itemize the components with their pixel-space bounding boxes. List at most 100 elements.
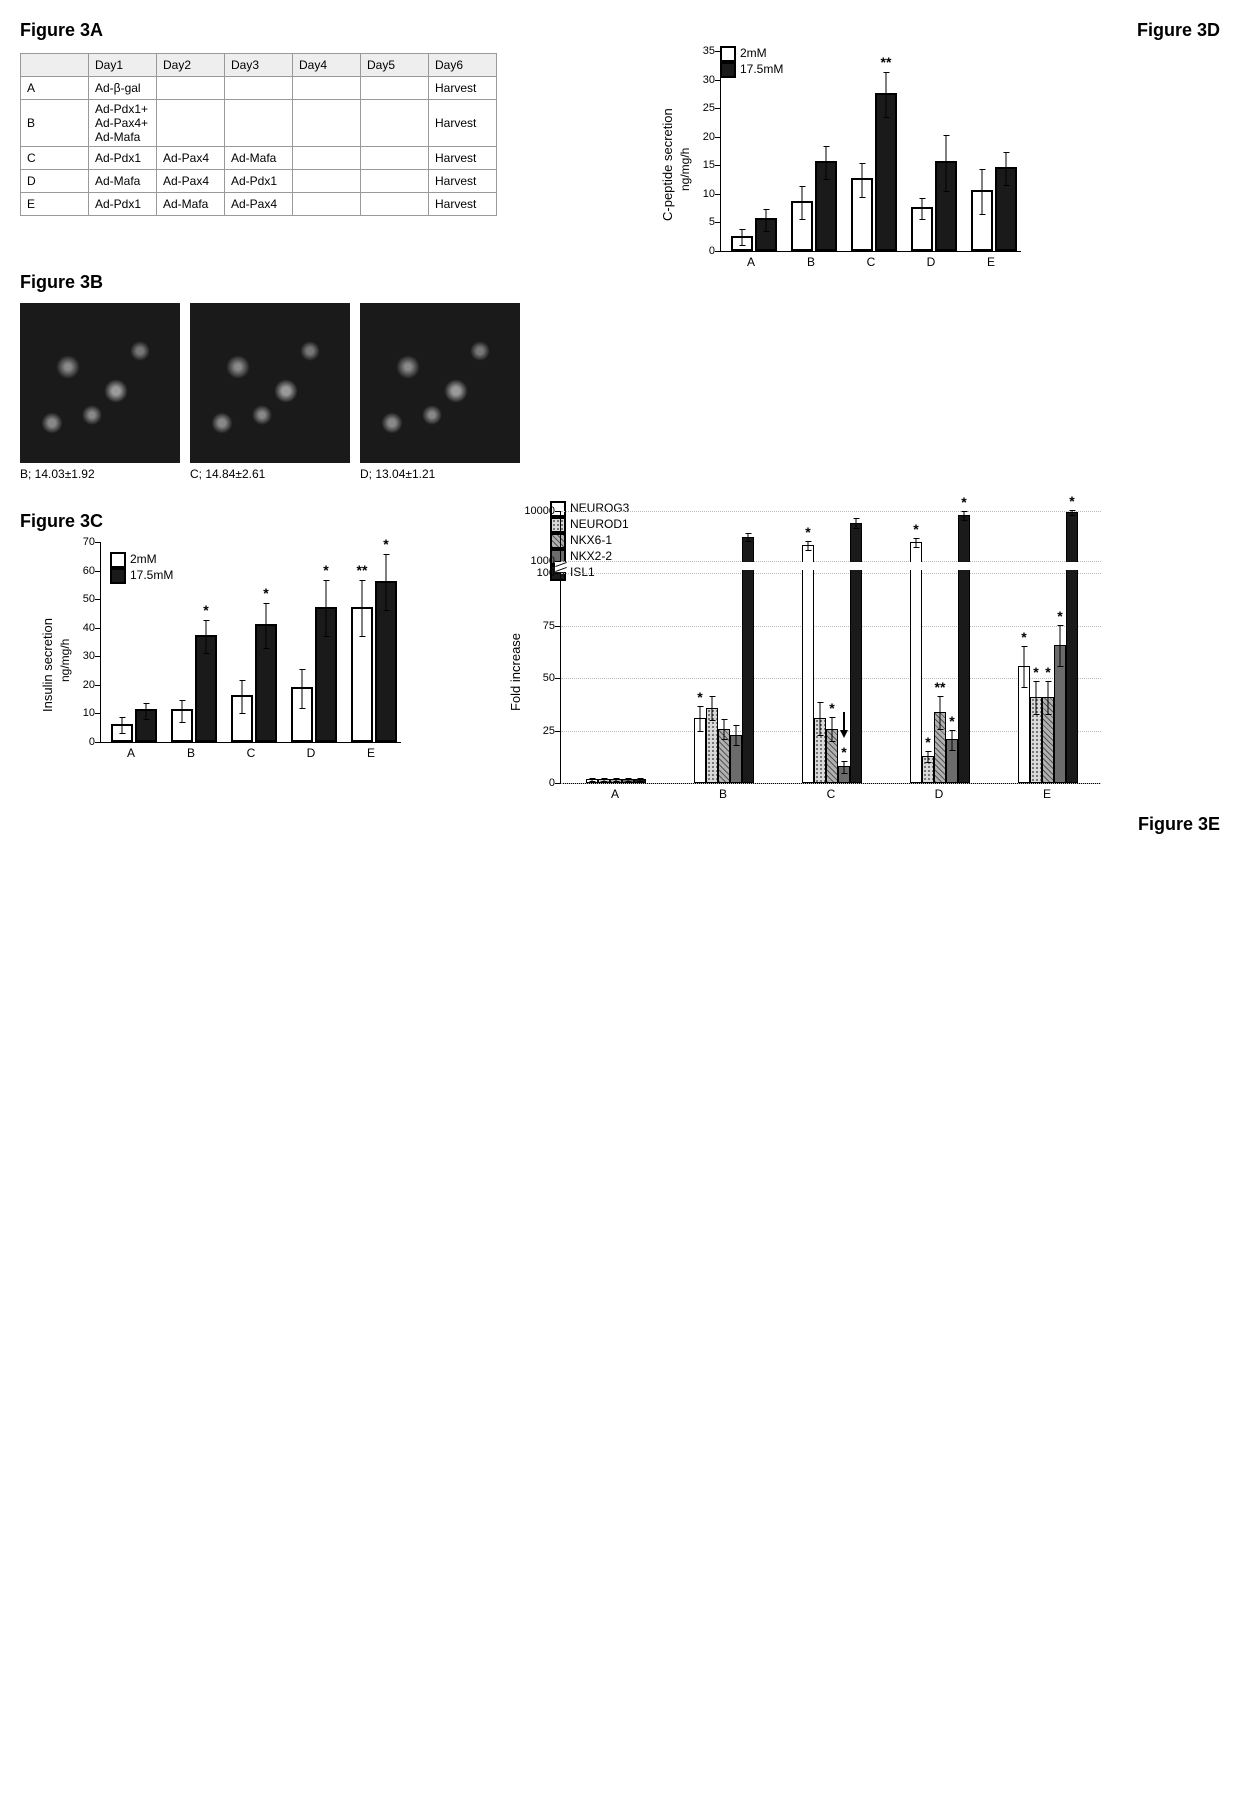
bar	[111, 724, 133, 742]
bar	[291, 687, 313, 742]
y-tick-label: 50	[531, 672, 555, 684]
bar	[730, 735, 742, 783]
bar	[731, 236, 753, 251]
table-cell: Ad-Pdx1+Ad-Pax4+Ad-Mafa	[89, 100, 157, 147]
y-tick-label: 10000	[519, 505, 555, 517]
micrograph-c-caption: C; 14.84±2.61	[190, 467, 350, 481]
y-tick-label: 1000	[519, 555, 555, 567]
x-tick-label: C	[867, 255, 876, 269]
table-header: Day6	[429, 54, 497, 77]
table-cell	[361, 147, 429, 170]
y-tick-label: 30	[691, 74, 715, 86]
table-3a: Day1Day2Day3Day4Day5Day6AAd-β-galHarvest…	[20, 53, 497, 216]
bar: *	[694, 718, 706, 783]
bar	[135, 709, 157, 742]
significance-marker: *	[1033, 664, 1038, 680]
table-cell: Harvest	[429, 77, 497, 100]
bar: *	[1018, 666, 1030, 784]
table-row: EAd-Pdx1Ad-MafaAd-Pax4Harvest	[21, 193, 497, 216]
bar: *	[1030, 697, 1042, 783]
table-cell	[361, 170, 429, 193]
bar: *	[1066, 512, 1078, 783]
table-cell	[157, 77, 225, 100]
bar	[742, 537, 754, 783]
significance-marker: *	[323, 562, 328, 578]
table-cell: Ad-Mafa	[157, 193, 225, 216]
micrograph-b	[20, 303, 180, 463]
significance-marker: **	[881, 54, 892, 70]
micrograph-d-caption: D; 13.04±1.21	[360, 467, 520, 481]
bar	[911, 207, 933, 251]
bar	[610, 779, 622, 783]
table-cell	[225, 77, 293, 100]
figure-3b-label: Figure 3B	[20, 272, 640, 293]
table-cell	[293, 77, 361, 100]
y-tick-label: 50	[71, 593, 95, 605]
bar	[851, 178, 873, 251]
significance-marker: *	[1069, 493, 1074, 509]
bar: *	[315, 607, 337, 742]
table-row: DAd-MafaAd-Pax4Ad-Pdx1Harvest	[21, 170, 497, 193]
table-cell: E	[21, 193, 89, 216]
bar: **	[351, 607, 373, 742]
chart-3e: 0255075100100010000A*B***C******D*****E	[560, 511, 1101, 784]
figure-3e-label: Figure 3E	[480, 814, 1220, 835]
significance-marker: *	[203, 602, 208, 618]
table-cell: B	[21, 100, 89, 147]
bar: *	[922, 756, 934, 783]
y-tick-label: 10	[691, 188, 715, 200]
bar	[718, 729, 730, 784]
table-header	[21, 54, 89, 77]
x-tick-label: A	[127, 746, 135, 760]
y-tick-label: 100	[531, 567, 555, 579]
significance-marker: *	[913, 521, 918, 537]
y-tick-label: 20	[691, 131, 715, 143]
table-cell	[293, 147, 361, 170]
chart-3e-y-title: Fold increase	[508, 633, 523, 711]
table-cell	[293, 100, 361, 147]
chart-3d-y-unit: ng/mg/h	[678, 148, 692, 191]
bar: *	[802, 545, 814, 783]
table-cell: Ad-Pax4	[157, 170, 225, 193]
y-tick-label: 5	[691, 216, 715, 228]
table-cell: Ad-Pdx1	[225, 170, 293, 193]
x-tick-label: D	[927, 255, 936, 269]
significance-marker: *	[1045, 664, 1050, 680]
bar	[171, 709, 193, 742]
chart-3c-y-title: Insulin secretion	[40, 618, 55, 712]
bar	[598, 779, 610, 783]
bar: *	[1054, 645, 1066, 784]
bar	[231, 695, 253, 742]
arrow-icon	[839, 712, 849, 743]
figure-3d-label: Figure 3D	[640, 20, 1220, 41]
table-cell	[293, 170, 361, 193]
bar: *	[838, 766, 850, 783]
x-tick-label: B	[807, 255, 815, 269]
table-cell: Harvest	[429, 193, 497, 216]
bar: *	[375, 581, 397, 742]
bar: *	[910, 542, 922, 783]
table-cell: Ad-Mafa	[89, 170, 157, 193]
significance-marker: **	[935, 679, 946, 695]
y-tick-label: 30	[71, 650, 95, 662]
x-tick-label: D	[935, 787, 944, 801]
table-cell: Ad-β-gal	[89, 77, 157, 100]
bar	[706, 708, 718, 784]
table-cell	[225, 100, 293, 147]
bar: *	[826, 729, 838, 784]
significance-marker: *	[1057, 608, 1062, 624]
significance-marker: *	[829, 700, 834, 716]
y-tick-label: 0	[691, 245, 715, 257]
bar: *	[195, 635, 217, 742]
significance-marker: *	[263, 585, 268, 601]
significance-marker: **	[357, 562, 368, 578]
table-header: Day2	[157, 54, 225, 77]
y-tick-label: 25	[531, 725, 555, 737]
bar	[814, 718, 826, 783]
y-tick-label: 70	[71, 536, 95, 548]
table-header: Day5	[361, 54, 429, 77]
bar: **	[875, 93, 897, 251]
bar: *	[946, 739, 958, 783]
bar: *	[1042, 697, 1054, 783]
chart-3c: 010203040506070A*B*C*D***E	[100, 542, 401, 743]
